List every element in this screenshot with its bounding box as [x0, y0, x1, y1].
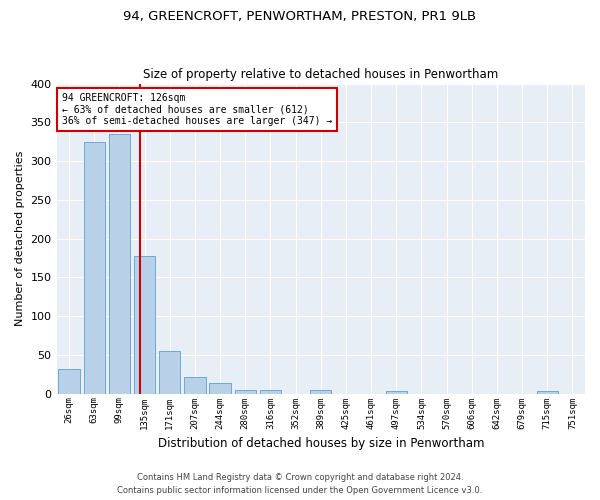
- Title: Size of property relative to detached houses in Penwortham: Size of property relative to detached ho…: [143, 68, 499, 81]
- Bar: [109, 134, 130, 394]
- Bar: [209, 383, 231, 394]
- Bar: [536, 392, 558, 394]
- Y-axis label: Number of detached properties: Number of detached properties: [15, 151, 25, 326]
- Bar: [134, 256, 155, 394]
- X-axis label: Distribution of detached houses by size in Penwortham: Distribution of detached houses by size …: [158, 437, 484, 450]
- Bar: [310, 390, 331, 394]
- Text: 94, GREENCROFT, PENWORTHAM, PRESTON, PR1 9LB: 94, GREENCROFT, PENWORTHAM, PRESTON, PR1…: [124, 10, 476, 23]
- Bar: [184, 376, 206, 394]
- Bar: [260, 390, 281, 394]
- Bar: [83, 142, 105, 394]
- Bar: [235, 390, 256, 394]
- Text: Contains HM Land Registry data © Crown copyright and database right 2024.
Contai: Contains HM Land Registry data © Crown c…: [118, 474, 482, 495]
- Text: 94 GREENCROFT: 126sqm
← 63% of detached houses are smaller (612)
36% of semi-det: 94 GREENCROFT: 126sqm ← 63% of detached …: [62, 93, 332, 126]
- Bar: [386, 390, 407, 394]
- Bar: [159, 351, 181, 394]
- Bar: [58, 369, 80, 394]
